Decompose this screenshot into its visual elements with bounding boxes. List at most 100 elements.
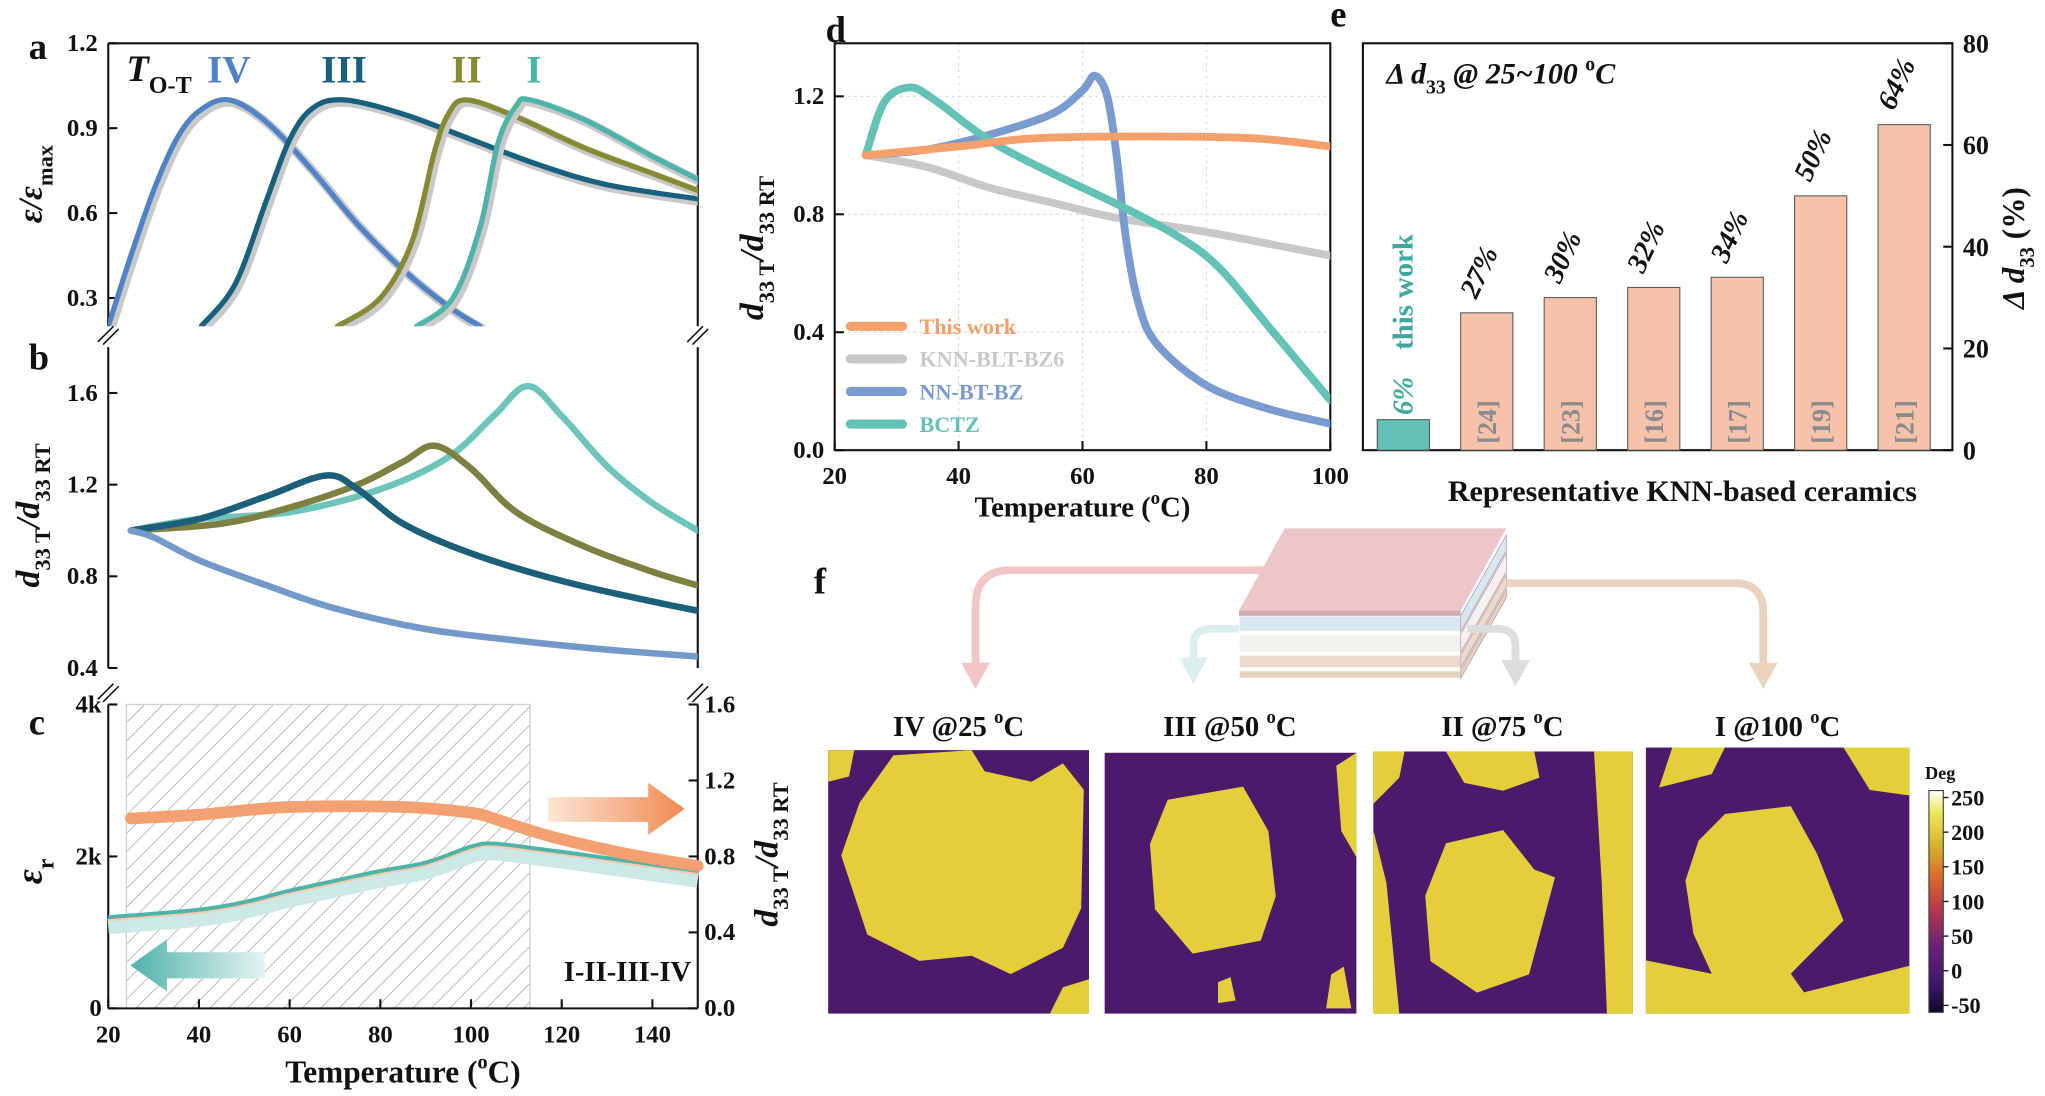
- y-tick-label: 60: [1963, 131, 1989, 160]
- bar-category-label: [24]: [1473, 400, 1502, 443]
- bar-category-label: this work: [1387, 234, 1419, 350]
- bar-category-label: [21]: [1890, 400, 1919, 443]
- composition-annotation: I-II-III-IV: [564, 956, 692, 988]
- colorbar-tick-label: 200: [1951, 820, 1984, 845]
- y-tick-label: 1.2: [67, 30, 98, 57]
- phase-map-image: [828, 750, 1090, 1014]
- y-tick-label-right: 0.8: [704, 843, 735, 870]
- stack-top-layer-edge: [1238, 610, 1461, 616]
- colorbar-tick-label: 0: [1951, 959, 1962, 984]
- bar: [1794, 195, 1848, 451]
- axis-break-mark: [102, 685, 120, 703]
- y-tick-label-left: 2k: [76, 843, 102, 870]
- series-line-III: [198, 97, 698, 327]
- x-axis-label-part: Temperature (: [285, 1055, 477, 1090]
- t-ot-annotation: TO-T: [127, 48, 192, 99]
- series-line-2: [127, 472, 698, 614]
- y-axis-label: ε/εmax: [13, 144, 58, 223]
- series-line-this-work: [861, 132, 1331, 160]
- colorbar-gradient: [1928, 790, 1944, 1013]
- phase-map-label-part: IV @25: [893, 711, 994, 743]
- stack-layer-side: [1460, 588, 1507, 680]
- y-axis-label-part: 33 RT: [30, 443, 55, 501]
- panel-d-chart: 20 40 60 80 100 0.0 0.4 0.8 1.2 Temperature (oC) d…: [734, 42, 1349, 524]
- panel-letter-e: e: [1330, 0, 1346, 34]
- flow-arrowhead-icon: [961, 662, 990, 689]
- phase-map-label: IV @25 oC: [893, 707, 1024, 743]
- legend-label: This work: [919, 314, 1016, 339]
- layer-stack-illustration: [1238, 528, 1507, 680]
- y-axis-label-right-part: /d: [748, 840, 785, 870]
- x-tick-label: 20: [822, 463, 847, 490]
- y-axis-label: Δ d33 (%): [1996, 187, 2039, 311]
- domain-region: [1049, 979, 1090, 1014]
- colorbar-tick-label: 50: [1951, 924, 1973, 949]
- phase-map-label-part: C: [1820, 711, 1841, 743]
- legend: This work KNN-BLT-BZ6 NN-BT-BZ BCTZ: [845, 314, 1064, 437]
- domain-region: [1594, 751, 1633, 1014]
- y-axis-label-part: /d: [734, 233, 771, 263]
- colorbar-tick-label: 150: [1951, 855, 1984, 880]
- x-tick-label: 60: [1070, 463, 1095, 490]
- flow-arrow: [1467, 624, 1520, 668]
- y-tick-label-left: 0: [89, 995, 101, 1022]
- panel-c-chart: 0 2k 4k 0.0 0.4 0.8 1.2 1.6 20 40 60 80 100 120 140 Tem…: [9, 683, 793, 1090]
- stack-layer: [1238, 633, 1462, 653]
- bar: [1710, 276, 1764, 451]
- axis-break-mark: [97, 683, 115, 700]
- domain-region: [1218, 977, 1236, 1004]
- phase-map-image: [1104, 752, 1357, 1014]
- series-line-I: [413, 96, 698, 327]
- curves: [127, 382, 698, 660]
- t-ot-annotation-part: T: [127, 48, 151, 89]
- phase-map-label: II @75 oC: [1441, 707, 1563, 743]
- y-axis-label-right-part: 33 RT: [768, 782, 793, 840]
- domain-region: [1373, 830, 1400, 1014]
- y-tick-label: 0.4: [67, 655, 98, 682]
- series-line-knn-blt-bz6: [861, 151, 1331, 260]
- chart-title: Δ d33 @ 25~100 oC: [1385, 53, 1616, 98]
- phase-map-image: [1373, 751, 1633, 1014]
- y-tick-label: 0.9: [67, 115, 98, 142]
- y-tick-label: 0.8: [793, 201, 824, 228]
- y-tick-label-right: 0.4: [704, 919, 735, 946]
- flow-arrow: [971, 566, 1272, 666]
- y-axis-label-part: 33: [2017, 247, 2039, 268]
- curves: [108, 96, 698, 327]
- x-axis-label: Temperature (oC): [975, 488, 1191, 524]
- y-axis-label-part: (%): [1996, 187, 2031, 247]
- series-line-3: [127, 527, 698, 660]
- y-axis-label-right-part: 33 T: [768, 867, 793, 910]
- bar-value-label: 34%: [1704, 206, 1756, 268]
- bar: [1627, 286, 1681, 451]
- colorbar-tick-label: 100: [1951, 889, 1984, 914]
- x-tick-label: 40: [946, 463, 971, 490]
- y-axis-label-part: /d: [10, 501, 47, 531]
- phase-map-label-part: o: [1266, 707, 1275, 728]
- bar-category-label: [23]: [1556, 400, 1585, 443]
- y-axis-label: d33 T/d33 RT: [10, 443, 55, 587]
- colorbar-tick-label: 250: [1951, 785, 1984, 810]
- y-tick-label-right: 1.2: [704, 767, 735, 794]
- domain-region: [1336, 752, 1357, 858]
- domain-region: [1659, 747, 1725, 788]
- series-label-I: I: [526, 48, 541, 91]
- y-axis-label-part: ε/ε: [13, 186, 50, 223]
- chart-title-part: Δ d: [1385, 58, 1427, 91]
- phase-map-label: III @50 oC: [1163, 707, 1296, 743]
- colorbar-title: Deg: [1925, 763, 1955, 783]
- series-line-permittivity: [108, 841, 699, 920]
- y-axis-label-part: 33 RT: [754, 176, 779, 234]
- bar-value-label: 6%: [1387, 377, 1419, 415]
- y-tick-label-right: 0.0: [704, 995, 735, 1022]
- x-axis-label-part: C): [1160, 492, 1190, 524]
- x-tick-label: 80: [1194, 463, 1219, 490]
- stack-layer-side: [1460, 533, 1507, 633]
- y-tick-label: 1.2: [793, 83, 824, 110]
- phase-map-label-part: C: [1004, 711, 1025, 743]
- series-line-d33: [125, 800, 704, 872]
- axis-break-mark: [102, 328, 120, 346]
